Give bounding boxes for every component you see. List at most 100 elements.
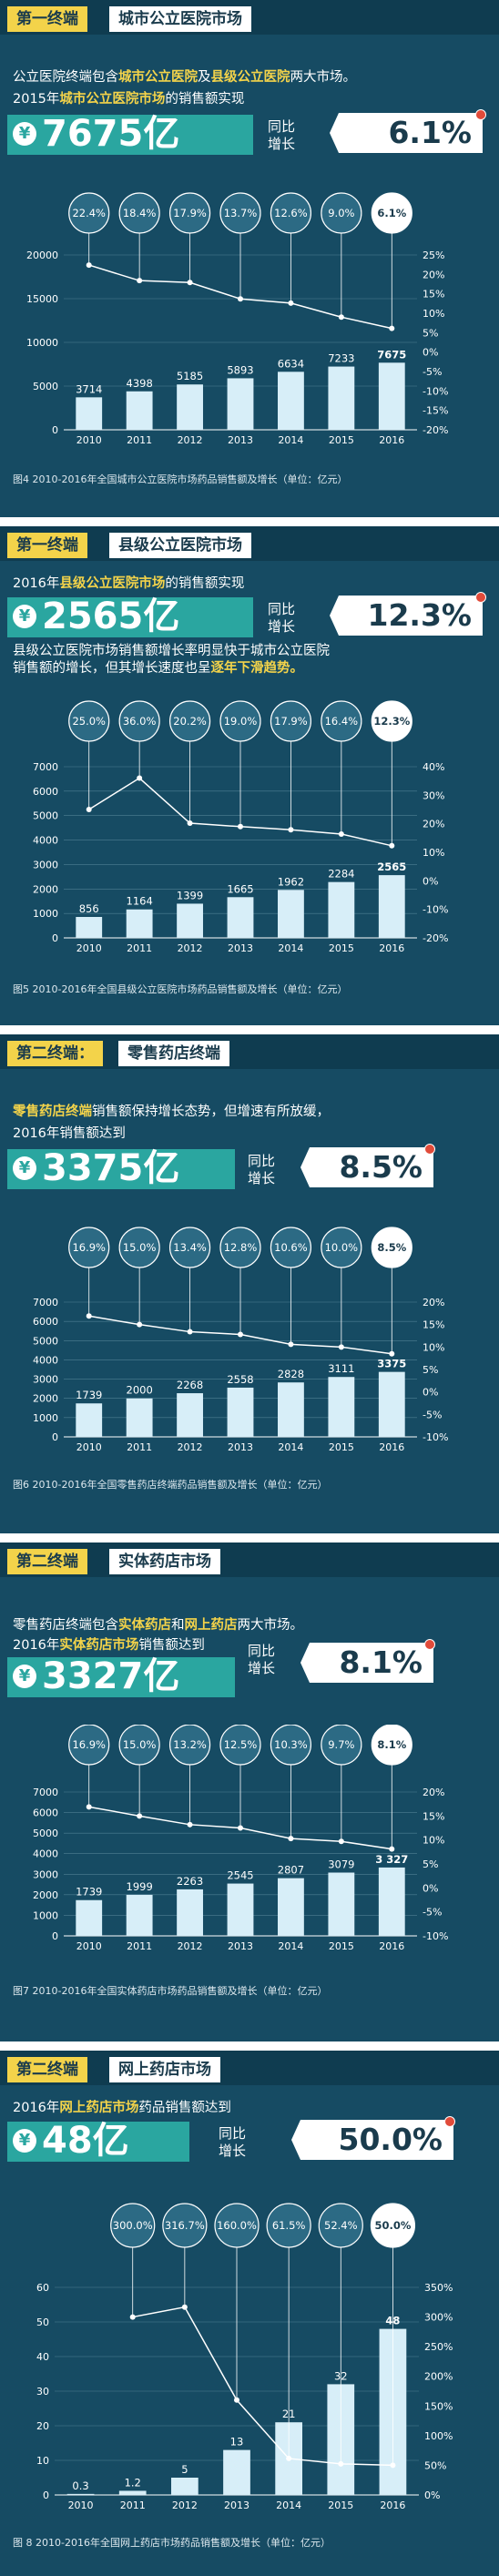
growth-label: 300.0% [113,2219,153,2232]
growth-point [129,2314,136,2320]
x-tick-label: 2016 [380,2500,405,2511]
growth-label: 13.2% [173,1738,207,1751]
growth-label: 10.6% [274,1241,308,1254]
growth-label: 16.4% [325,715,359,728]
y-tick-label: 1000 [33,1412,58,1424]
terminal-tag: 第二终端 [7,2057,87,2082]
growth-value: 8.1% [300,1643,433,1683]
y-tick-label: 60 [36,2282,49,2294]
bar-value-label: 2268 [177,1379,203,1391]
x-tick-label: 2012 [178,434,203,446]
growth-bubble [370,2203,416,2248]
growth-bubble [68,192,110,234]
growth-bubble [168,700,211,742]
bar-value-label: 2284 [328,868,354,881]
y-tick-label: 10 [36,2455,49,2467]
growth-bubble [371,1725,412,1766]
x-tick-label: 2014 [276,2500,301,2511]
growth-label: 12.5% [224,1738,258,1751]
y-tick-label: 4000 [33,1354,58,1366]
x-tick-label: 2012 [178,1441,203,1453]
headline-text: 2016年县级公立医院市场的销售额实现 [13,576,245,591]
section-title: 城市公立医院市场 [109,6,251,32]
growth-point [181,2304,188,2310]
y-tick-label: 5000 [33,810,58,822]
y2-tick-label: 300% [424,2312,453,2324]
y-tick-label: 3000 [33,859,58,871]
y2-tick-label: -10% [423,1930,448,1942]
bar [76,397,103,430]
y2-tick-label: 10% [423,847,444,859]
yoy-label: 同比 增长 [268,601,296,635]
growth-point [338,2460,344,2467]
bar-value-label: 1739 [76,1886,102,1899]
pin-icon [444,2116,455,2127]
bar [76,917,103,938]
y2-tick-label: 15% [423,1810,444,1822]
x-tick-label: 2013 [228,942,253,954]
y2-tick-label: 20% [423,1787,444,1798]
y-tick-label: 0 [43,2489,49,2501]
y-tick-label: 50 [36,2316,49,2328]
bar-value-label: 1665 [227,882,253,895]
terminal-tag: 第二终端 [7,1549,87,1574]
y-tick-label: 30 [36,2386,49,2398]
bar [378,875,405,938]
bar [328,366,355,430]
x-tick-label: 2011 [127,1441,152,1453]
x-tick-label: 2010 [68,2500,94,2511]
x-tick-label: 2012 [178,942,203,954]
growth-point [389,1846,395,1852]
terminal-tag: 第一终端 [7,533,87,558]
bar [278,1382,304,1437]
bar [378,1867,405,1936]
bar [177,903,203,938]
growth-point [238,823,243,830]
growth-label: 17.9% [173,207,207,219]
bar-value-label: 3 327 [375,1853,408,1866]
growth-point [187,820,193,827]
growth-value: 6.1% [330,113,483,153]
growth-bubble [321,1725,362,1766]
y2-tick-label: -10% [423,904,448,916]
panel-physical-pharmacy: 第二终端 实体药店市场 零售药店终端包含实体药店和网上药店两大市场。 2016年… [0,1543,499,2041]
bar [227,378,254,430]
y2-tick-label: 5% [423,1364,438,1376]
x-tick-label: 2016 [379,1441,404,1453]
growth-point [338,1838,344,1845]
bar-value-label: 3714 [76,382,102,395]
bar [328,881,355,938]
x-tick-label: 2015 [329,942,354,954]
bar-value-label: 1739 [76,1389,102,1401]
growth-label: 17.9% [274,715,308,728]
growth-value: 8.5% [300,1147,433,1187]
growth-bubble [118,700,160,742]
bar-value-label: 856 [79,902,99,915]
growth-bubble [318,2203,363,2248]
growth-point [238,296,243,302]
growth-label: 6.1% [377,207,406,219]
bar-value-label: 7233 [328,352,354,365]
sales-amount: 7675亿 [42,113,180,155]
pin-icon [475,592,486,603]
growth-bubble [321,1227,362,1268]
y-tick-label: 3000 [33,1868,58,1880]
bar-value-label: 0.3 [72,2479,88,2492]
y2-tick-label: 20% [423,1297,444,1308]
x-tick-label: 2013 [228,1441,253,1453]
growth-bubble [266,2203,311,2248]
y2-tick-label: 5% [423,327,438,339]
growth-bubble [68,1227,110,1268]
yuan-icon: ¥ [13,605,36,628]
x-tick-label: 2010 [76,434,102,446]
growth-label: 9.7% [328,1738,354,1751]
x-tick-label: 2011 [127,434,152,446]
growth-bubble [168,1725,211,1766]
bar-value-label: 2545 [227,1869,253,1882]
sales-value-box: ¥ 2565亿 [7,596,253,637]
y2-tick-label: 150% [424,2400,453,2412]
bar-value-label: 2558 [227,1373,253,1386]
x-tick-label: 2011 [127,1940,152,1952]
y-tick-label: 2000 [33,1393,58,1405]
growth-label: 52.4% [324,2219,358,2232]
